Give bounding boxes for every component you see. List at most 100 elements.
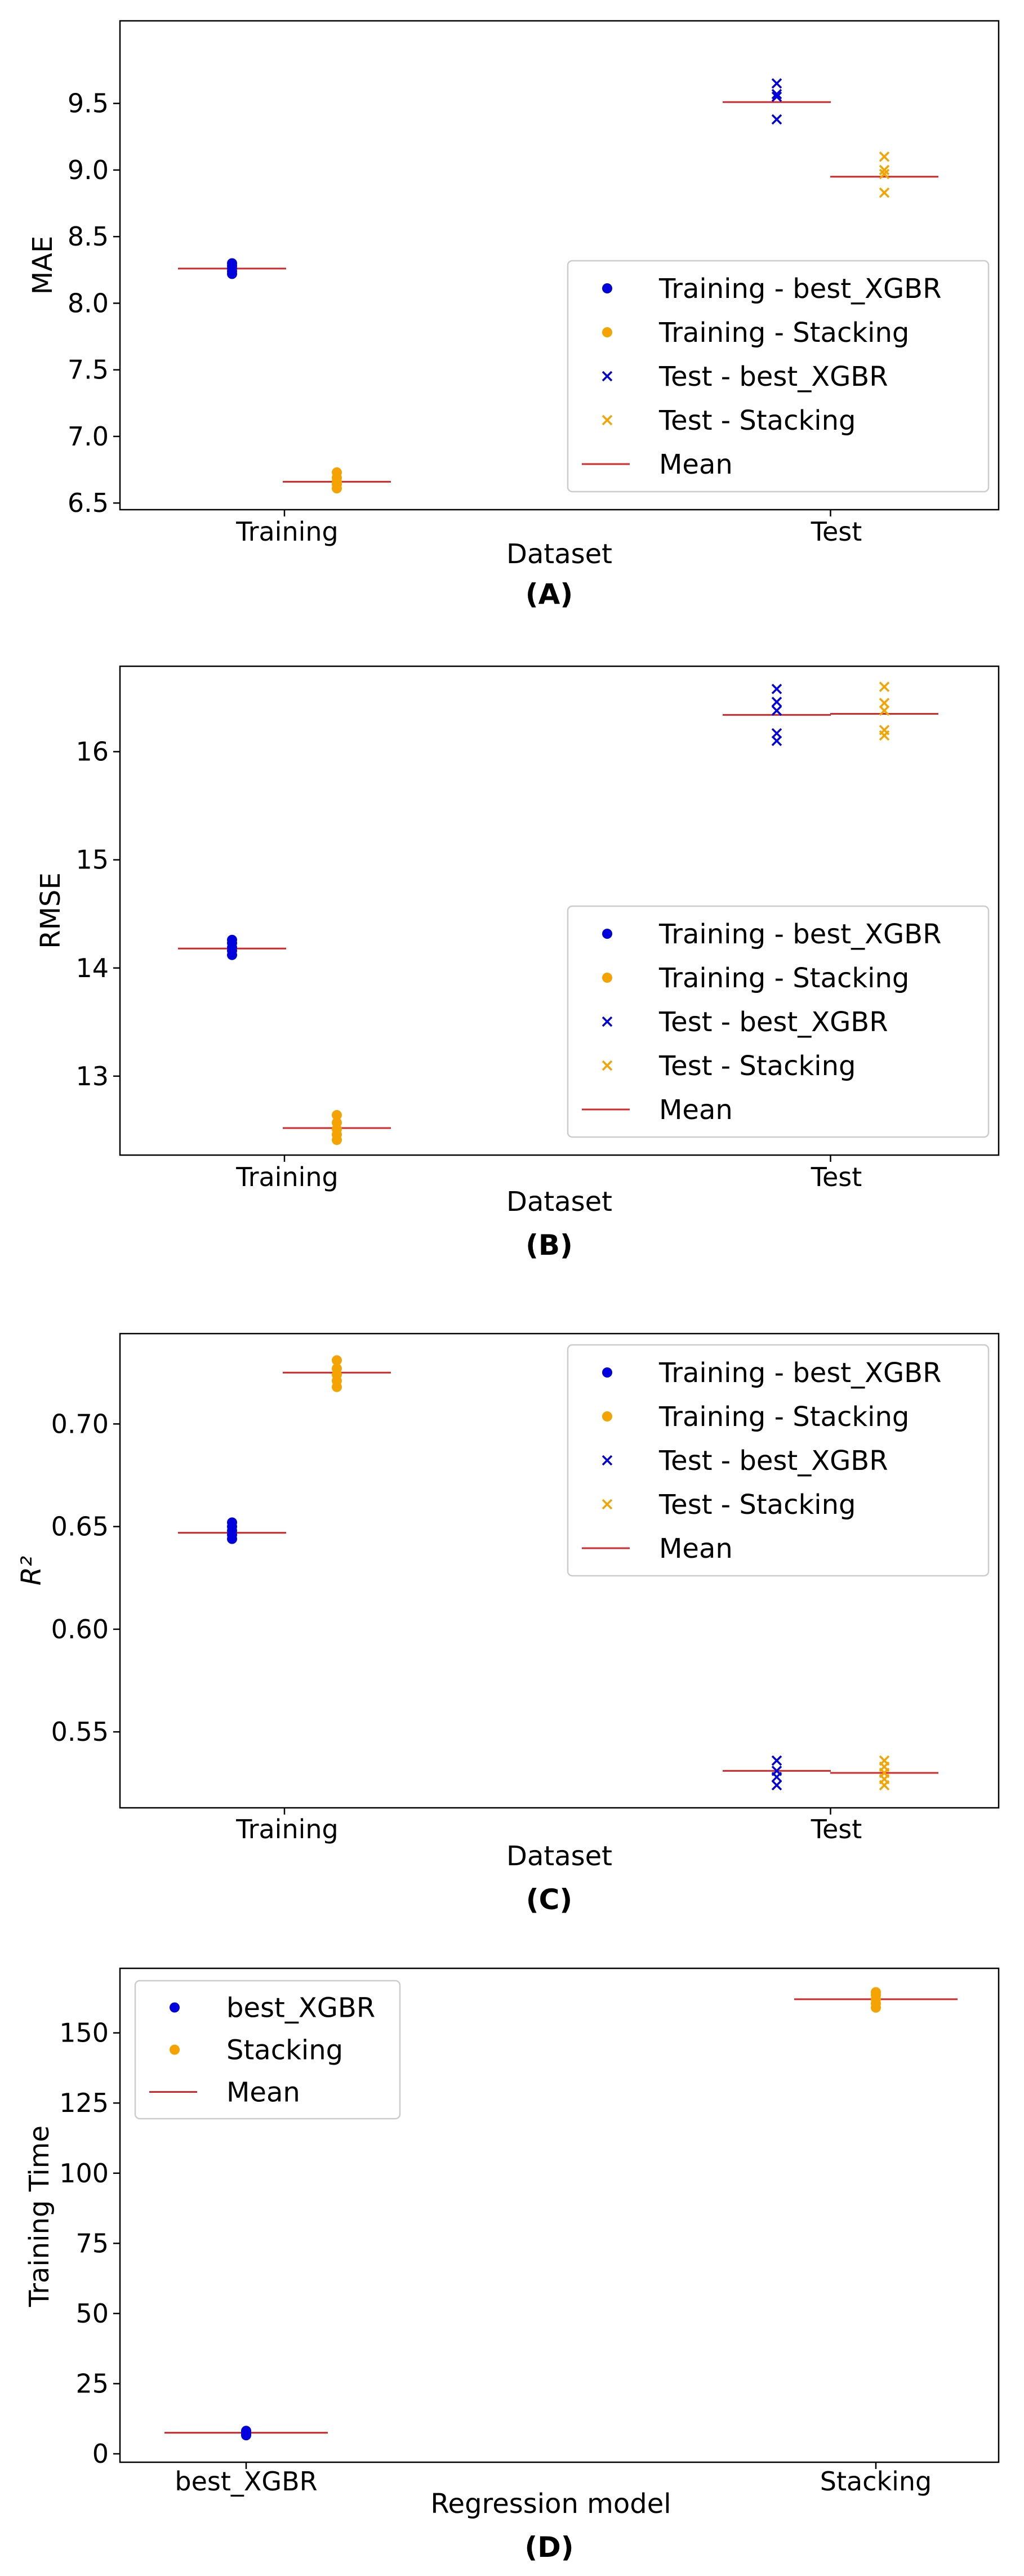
panel-d-xtick-stacking: Stacking — [820, 2466, 932, 2497]
panel-c-xtick-test: Test — [811, 1814, 862, 1844]
panel-a-ytick-label: 9.0 — [68, 155, 109, 185]
data-point — [227, 934, 237, 945]
panel-d-ytick-label: 75 — [75, 2228, 109, 2258]
data-point-stroke — [771, 114, 782, 125]
panel-d-xlabel: Regression model — [430, 2488, 671, 2520]
legend-marker-stroke — [602, 371, 613, 382]
legend-marker-stroke — [602, 1060, 613, 1071]
data-point — [879, 168, 890, 180]
panel-a-xtick-training: Training — [235, 516, 339, 547]
legend-label: Test - Stacking — [658, 405, 856, 436]
legend-label: Mean — [659, 1094, 733, 1126]
data-point — [771, 88, 782, 100]
legend-marker-dot — [602, 1367, 612, 1378]
panel-c-panel-label: (C) — [526, 1883, 572, 1916]
data-point — [771, 705, 782, 716]
data-point — [879, 187, 890, 198]
panel-a-xtick-test: Test — [811, 516, 862, 547]
panel-c-xlabel: Dataset — [506, 1840, 612, 1872]
data-point — [771, 697, 782, 707]
panel-d: 0 25 50 75 100 125 150 best_XGBR Stacking Mean b… — [24, 1967, 1000, 2564]
legend-marker-x — [602, 1455, 613, 1466]
legend-label: Training - Stacking — [658, 317, 909, 349]
panel-d-ytick-label: 150 — [59, 2018, 109, 2048]
panel-d-ytick-label: 0 — [92, 2439, 109, 2469]
panel-b-frame — [119, 665, 1000, 1156]
data-point — [771, 78, 782, 89]
data-point — [771, 91, 782, 102]
legend-marker-x — [602, 1060, 613, 1071]
panel-a-plot: 6.5 7.0 7.5 8.0 8.5 9.0 9.5 — [68, 78, 938, 518]
panel-b-plot: 13 14 15 16 — [75, 681, 938, 1162]
data-point — [879, 705, 890, 716]
legend-marker-dot — [602, 283, 612, 293]
panel-d-ylabel: Training Time — [24, 2125, 55, 2307]
legend-marker-stroke — [602, 1499, 613, 1510]
data-point-stroke — [771, 705, 782, 716]
legend-marker-x — [602, 415, 613, 426]
data-point-stroke — [771, 736, 782, 746]
data-point — [227, 1517, 237, 1528]
legend-label: Test - best_XGBR — [658, 1445, 888, 1477]
data-point-stroke — [771, 1755, 782, 1766]
panel-a-panel-label: (A) — [526, 578, 573, 610]
legend-marker-stroke — [602, 415, 613, 426]
data-point-stroke — [771, 1780, 782, 1791]
panel-c-frame — [119, 1332, 1000, 1809]
legend-marker-dot — [602, 327, 612, 337]
legend-box — [567, 260, 990, 493]
panel-d-frame — [119, 1967, 1000, 2463]
panel-d-ytick-label: 125 — [59, 2088, 109, 2118]
data-point-stroke — [771, 1766, 782, 1776]
legend-box — [134, 1980, 401, 2120]
data-point — [771, 1780, 782, 1791]
panel-a-ytick-label: 9.5 — [68, 88, 109, 119]
legend-label: Test - Stacking — [658, 1489, 856, 1521]
panel-a-ytick-label: 6.5 — [68, 488, 109, 518]
panel-c-xtick-training: Training — [235, 1814, 339, 1844]
data-point-stroke — [771, 697, 782, 707]
data-point — [771, 684, 782, 694]
panel-d-panel-label: (D) — [524, 2531, 573, 2564]
data-point — [879, 698, 890, 708]
panel-b-xlabel: Dataset — [506, 1186, 612, 1218]
panel-c-ytick-label: 0.70 — [51, 1409, 109, 1439]
panel-d-legend: best_XGBR Stacking Mean — [134, 1980, 401, 2120]
legend-label: best_XGBR — [226, 1993, 375, 2024]
panel-b-ytick-label: 14 — [75, 953, 109, 983]
legend-label: Mean — [226, 2077, 300, 2109]
panel-b-ytick-label: 13 — [75, 1061, 109, 1091]
data-point — [332, 1117, 342, 1128]
panel-a: 6.5 7.0 7.5 8.0 8.5 9.0 9.5 Training - best_XG… — [27, 20, 1000, 610]
legend-box — [567, 1344, 990, 1577]
panel-c-legend: Training - best_XGBR Training - Stacking T… — [567, 1344, 990, 1577]
data-point-stroke — [879, 681, 890, 692]
legend-marker-dot — [602, 929, 612, 939]
panel-c-plot: 0.55 0.60 0.65 0.70 — [51, 1355, 938, 1815]
legend-marker-dot — [170, 2044, 180, 2055]
legend-label: Mean — [659, 1533, 733, 1565]
legend-marker-stroke — [602, 1016, 613, 1027]
data-point-stroke — [879, 705, 890, 716]
data-point — [332, 467, 342, 478]
panel-c-ytick-label: 0.60 — [51, 1614, 109, 1644]
legend-label: Training - Stacking — [658, 1401, 909, 1433]
panel-c-ytick-label: 0.55 — [51, 1717, 109, 1747]
panel-b-xtick-test: Test — [811, 1162, 862, 1192]
panel-d-ytick-label: 100 — [59, 2158, 109, 2189]
panel-b-legend: Training - best_XGBR Training - Stacking T… — [567, 905, 990, 1138]
legend-label: Test - best_XGBR — [658, 361, 888, 393]
data-point — [771, 114, 782, 125]
data-point-stroke — [771, 88, 782, 100]
legend-marker-x — [602, 1016, 613, 1027]
legend-marker-dot — [602, 1411, 612, 1421]
data-point — [879, 1755, 890, 1766]
panel-b-xtick-training: Training — [235, 1162, 339, 1192]
data-point — [879, 164, 890, 176]
legend-marker-stroke — [602, 1455, 613, 1466]
panel-b-ylabel: RMSE — [35, 872, 66, 949]
legend-box — [567, 905, 990, 1138]
data-point — [871, 1987, 881, 1998]
